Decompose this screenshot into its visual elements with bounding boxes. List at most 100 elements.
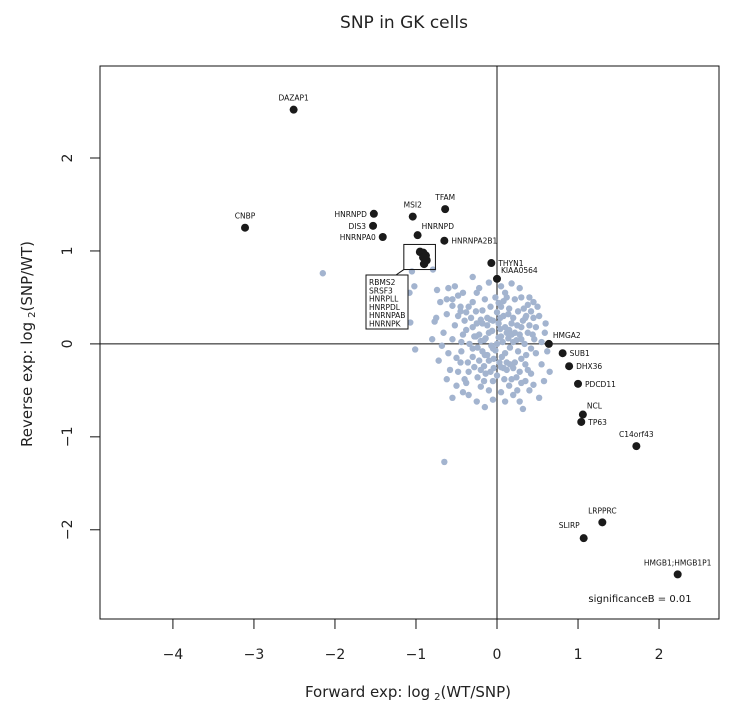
background-point (503, 329, 510, 336)
background-point (508, 320, 515, 327)
background-point (505, 335, 512, 342)
x-axis-ticks: −4 −3 −2 −1 0 1 2 (163, 619, 664, 663)
background-point (443, 310, 450, 318)
background-point (463, 326, 470, 334)
x-axis-label-main: Forward exp: log (305, 683, 430, 701)
cluster-label: HNRNPK (369, 320, 402, 329)
background-point (443, 296, 450, 303)
background-point (480, 377, 488, 385)
x-tick-label: 1 (574, 647, 583, 663)
y-axis-label-rest: (SNP/WT) (18, 241, 36, 312)
background-points (319, 266, 553, 466)
background-point (538, 338, 545, 346)
background-point (453, 354, 460, 362)
point-label: LRPPRC (588, 506, 617, 515)
background-point (319, 270, 327, 277)
background-point (433, 314, 440, 322)
point-label: TP63 (587, 418, 607, 427)
background-point (522, 377, 529, 385)
cluster-highlight-box (403, 243, 436, 271)
background-point (411, 283, 418, 290)
background-point (522, 361, 529, 368)
background-point (497, 389, 505, 396)
background-point (474, 374, 481, 381)
plot-frame (99, 65, 720, 620)
background-point (457, 303, 464, 310)
background-point (490, 364, 497, 372)
background-point (467, 314, 475, 322)
x-tick-label: −4 (163, 647, 184, 663)
point-label: HNRNPA0 (340, 233, 376, 242)
y-axis-label: Reverse exp: log 2(SNP/WT) (18, 241, 38, 447)
background-point (518, 323, 525, 331)
background-point (492, 294, 499, 301)
background-point (474, 344, 481, 351)
point-label: KIAA0564 (501, 266, 538, 275)
background-point (526, 294, 533, 301)
background-point (524, 366, 531, 374)
background-point (521, 340, 528, 348)
background-point (443, 376, 450, 383)
point-label: PDCD11 (585, 380, 616, 389)
y-tick-label: 2 (60, 154, 76, 163)
cluster-label: HNRPDL (369, 303, 401, 312)
background-point (459, 389, 467, 396)
cluster-label: HNRPLL (369, 295, 399, 304)
background-point (475, 357, 483, 364)
significant-point (673, 570, 682, 579)
background-point (482, 370, 489, 377)
background-point (477, 383, 484, 390)
background-point (458, 348, 465, 355)
y-tick-label: 1 (60, 246, 76, 255)
significant-point (440, 236, 449, 245)
background-point (505, 310, 512, 318)
y-tick-label: −2 (60, 519, 76, 540)
background-point (453, 382, 460, 389)
background-point (522, 314, 529, 322)
background-point (428, 336, 436, 343)
background-point (464, 359, 472, 366)
background-point (520, 305, 527, 312)
y-axis-label-sub: 2 (27, 312, 38, 318)
significant-point (558, 349, 567, 358)
background-point (516, 331, 523, 338)
background-point (490, 355, 497, 362)
background-point (441, 458, 448, 466)
background-point (497, 363, 505, 371)
background-point (469, 345, 476, 352)
background-point (516, 398, 523, 405)
point-label: DIS3 (349, 222, 367, 231)
chart-title: SNP in GK cells (340, 13, 468, 33)
background-point (465, 368, 472, 375)
significant-point (241, 223, 250, 232)
background-point (481, 296, 489, 303)
background-point (472, 333, 480, 340)
background-point (461, 317, 468, 324)
cluster-label: SRSF3 (369, 286, 393, 295)
background-point (437, 298, 444, 306)
significant-point (632, 442, 641, 451)
background-point (503, 294, 510, 301)
cluster-label: HNRNPAB (369, 311, 405, 320)
background-point (516, 368, 523, 375)
significant-point (408, 212, 417, 221)
background-point (489, 396, 497, 403)
point-label: SUB1 (570, 349, 590, 358)
background-point (541, 329, 549, 336)
background-point (481, 403, 489, 411)
background-point (511, 329, 519, 336)
background-point (449, 394, 456, 401)
background-point (465, 391, 472, 399)
background-point (463, 309, 470, 316)
background-point (514, 348, 522, 355)
significant-point (565, 362, 574, 371)
significant-point (579, 534, 588, 543)
significant-point (574, 379, 583, 388)
background-point (498, 353, 506, 361)
background-point (446, 366, 454, 374)
background-point (495, 299, 502, 307)
background-point (519, 405, 527, 413)
significant-point (369, 221, 378, 230)
